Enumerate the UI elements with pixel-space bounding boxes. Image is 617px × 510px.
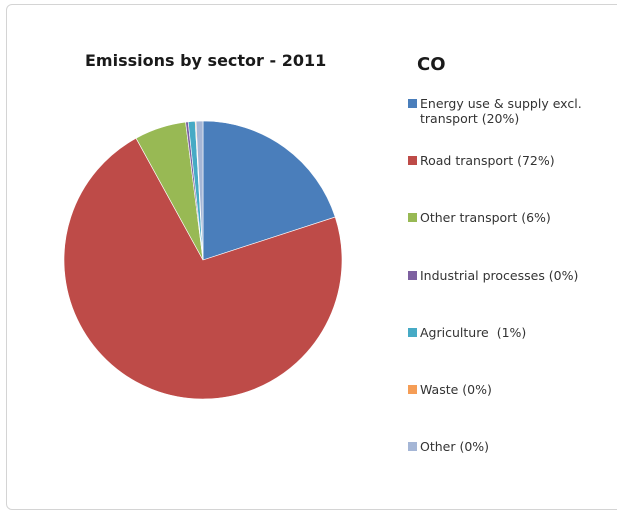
legend-item: Agriculture (1%) [408, 325, 526, 340]
legend-swatch [408, 99, 417, 108]
pie-slice-6 [195, 120, 204, 261]
legend-swatch [408, 156, 417, 165]
pie-slice-1 [63, 137, 343, 400]
legend-swatch [408, 328, 417, 337]
legend-item: Road transport (72%) [408, 153, 555, 168]
legend-label: Other (0%) [420, 439, 490, 454]
legend-swatch [408, 442, 417, 451]
legend-label: Agriculture (1%) [420, 325, 527, 340]
legend-label: Industrial processes (0%) [420, 268, 579, 283]
legend-item: Other transport (6%) [408, 210, 551, 225]
legend-swatch [408, 213, 417, 222]
legend-item: Energy use & supply excl. transport (20%… [408, 96, 582, 126]
chart-subtitle: CO [417, 54, 446, 75]
legend-item: Waste (0%) [408, 382, 492, 397]
pie-slice-0 [202, 120, 336, 261]
legend-item: Industrial processes (0%) [408, 268, 578, 283]
legend-label: Waste (0%) [420, 382, 492, 397]
legend-label: Other transport (6%) [420, 210, 551, 225]
legend-swatch [408, 385, 417, 394]
legend-label: Energy use & supply excl. transport (20%… [420, 96, 582, 126]
legend-swatch [408, 271, 417, 280]
legend-label: Road transport (72%) [420, 153, 555, 168]
legend-item: Other (0%) [408, 439, 489, 454]
chart-title: Emissions by sector - 2011 [85, 51, 327, 70]
